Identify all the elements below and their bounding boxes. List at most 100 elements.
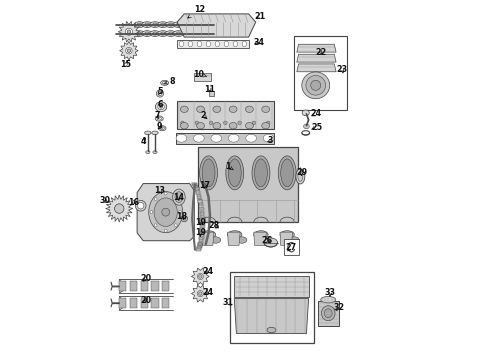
Bar: [141, 281, 148, 292]
Polygon shape: [120, 41, 138, 60]
Text: 15: 15: [121, 60, 131, 69]
Ellipse shape: [245, 122, 253, 129]
Bar: [198, 203, 203, 205]
Ellipse shape: [188, 41, 193, 47]
Text: 2: 2: [201, 111, 207, 120]
Bar: [200, 232, 204, 234]
Ellipse shape: [176, 32, 181, 35]
Polygon shape: [234, 298, 309, 334]
Bar: [195, 190, 199, 192]
Ellipse shape: [160, 127, 164, 130]
Ellipse shape: [321, 306, 335, 321]
Ellipse shape: [173, 31, 184, 36]
Ellipse shape: [154, 224, 157, 227]
Ellipse shape: [311, 80, 321, 90]
Text: 1: 1: [225, 162, 233, 171]
Ellipse shape: [145, 23, 149, 26]
Text: 3: 3: [267, 136, 273, 145]
Ellipse shape: [164, 229, 167, 232]
Ellipse shape: [242, 41, 246, 47]
Bar: [162, 281, 169, 292]
Ellipse shape: [196, 106, 204, 112]
Text: 24: 24: [202, 267, 213, 276]
Ellipse shape: [158, 104, 164, 110]
Text: 23: 23: [337, 66, 348, 75]
Bar: [196, 193, 200, 195]
Ellipse shape: [115, 204, 124, 213]
Ellipse shape: [158, 91, 162, 95]
Bar: [196, 195, 201, 197]
Ellipse shape: [157, 117, 161, 120]
Ellipse shape: [201, 231, 216, 239]
Ellipse shape: [180, 122, 188, 129]
Bar: [192, 183, 196, 185]
Bar: [130, 281, 137, 292]
Polygon shape: [201, 232, 214, 246]
Polygon shape: [119, 279, 123, 294]
Bar: [200, 216, 205, 218]
Ellipse shape: [262, 106, 270, 112]
Bar: [199, 208, 203, 210]
Text: 32: 32: [333, 303, 344, 312]
Bar: [199, 235, 204, 237]
Bar: [198, 243, 202, 246]
Bar: [209, 91, 214, 96]
Bar: [200, 230, 204, 232]
Ellipse shape: [165, 22, 176, 27]
Ellipse shape: [154, 198, 177, 226]
Text: 19: 19: [195, 218, 206, 227]
Text: 29: 29: [296, 168, 307, 177]
Ellipse shape: [161, 23, 165, 26]
Ellipse shape: [154, 198, 157, 201]
Ellipse shape: [196, 122, 204, 129]
Bar: [195, 188, 199, 190]
Polygon shape: [234, 276, 309, 297]
Bar: [200, 220, 205, 222]
Text: 30: 30: [99, 196, 110, 205]
Ellipse shape: [163, 81, 167, 84]
Ellipse shape: [209, 121, 213, 125]
Ellipse shape: [224, 41, 228, 47]
Ellipse shape: [160, 105, 163, 108]
Text: 17: 17: [199, 181, 211, 190]
Ellipse shape: [302, 110, 309, 116]
Ellipse shape: [245, 106, 253, 112]
Bar: [199, 240, 203, 242]
Polygon shape: [192, 268, 209, 285]
Polygon shape: [297, 54, 336, 62]
Ellipse shape: [169, 23, 173, 26]
Text: 19: 19: [195, 228, 206, 237]
Text: 24: 24: [202, 288, 213, 297]
Ellipse shape: [262, 122, 270, 129]
Ellipse shape: [164, 192, 167, 195]
Bar: [230, 272, 314, 343]
Ellipse shape: [199, 156, 218, 190]
Text: 27: 27: [285, 243, 296, 252]
Text: 21: 21: [254, 12, 266, 21]
Ellipse shape: [153, 32, 157, 35]
Ellipse shape: [267, 327, 276, 333]
Bar: [200, 228, 204, 230]
Polygon shape: [318, 301, 339, 326]
Polygon shape: [280, 232, 293, 246]
Ellipse shape: [228, 134, 239, 142]
Bar: [200, 232, 204, 234]
Ellipse shape: [228, 231, 242, 239]
Ellipse shape: [252, 156, 270, 190]
Bar: [198, 244, 202, 246]
Text: 20: 20: [141, 274, 152, 283]
Bar: [198, 201, 202, 203]
Ellipse shape: [264, 238, 277, 247]
Ellipse shape: [145, 32, 149, 35]
Bar: [284, 239, 298, 255]
Bar: [194, 186, 198, 189]
Ellipse shape: [126, 48, 132, 54]
Ellipse shape: [181, 121, 184, 125]
Bar: [195, 188, 199, 190]
Bar: [200, 213, 204, 215]
Bar: [194, 73, 211, 81]
Text: 8: 8: [164, 77, 175, 86]
Ellipse shape: [226, 156, 244, 190]
Ellipse shape: [156, 103, 167, 111]
Ellipse shape: [153, 151, 157, 154]
